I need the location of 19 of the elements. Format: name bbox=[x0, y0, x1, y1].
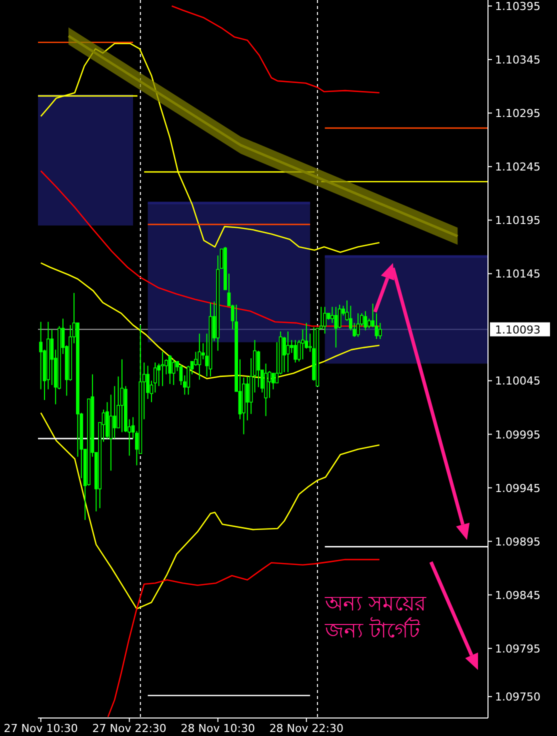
ref-line-label: 1.10093 bbox=[495, 323, 540, 336]
y-tick-label: 1.09895 bbox=[495, 535, 540, 548]
x-tick-label: 27 Nov 10:30 bbox=[4, 722, 78, 735]
y-tick-label: 1.10045 bbox=[495, 374, 540, 388]
x-tick-label: 27 Nov 22:30 bbox=[92, 722, 166, 735]
x-tick-label: 28 Nov 22:30 bbox=[269, 722, 344, 735]
y-tick-label: 1.09845 bbox=[495, 588, 540, 602]
y-tick-label: 1.09795 bbox=[495, 642, 540, 656]
y-tick-label: 1.10245 bbox=[495, 160, 540, 174]
annotation: অন্য সময়ের জন্য টার্গেট bbox=[324, 591, 427, 642]
y-tick-label: 1.10145 bbox=[495, 268, 540, 281]
y-tick-label: 1.09750 bbox=[495, 690, 540, 704]
x-tick-label: 28 Nov 10:30 bbox=[180, 722, 255, 735]
y-tick-label: 1.10395 bbox=[495, 0, 540, 13]
y-tick-label: 1.10295 bbox=[495, 107, 540, 120]
y-tick-label: 1.09995 bbox=[495, 428, 540, 442]
y-tick-label: 1.09945 bbox=[495, 482, 540, 495]
y-tick-label: 1.10345 bbox=[495, 54, 540, 67]
y-tick-label: 1.10195 bbox=[495, 214, 540, 228]
